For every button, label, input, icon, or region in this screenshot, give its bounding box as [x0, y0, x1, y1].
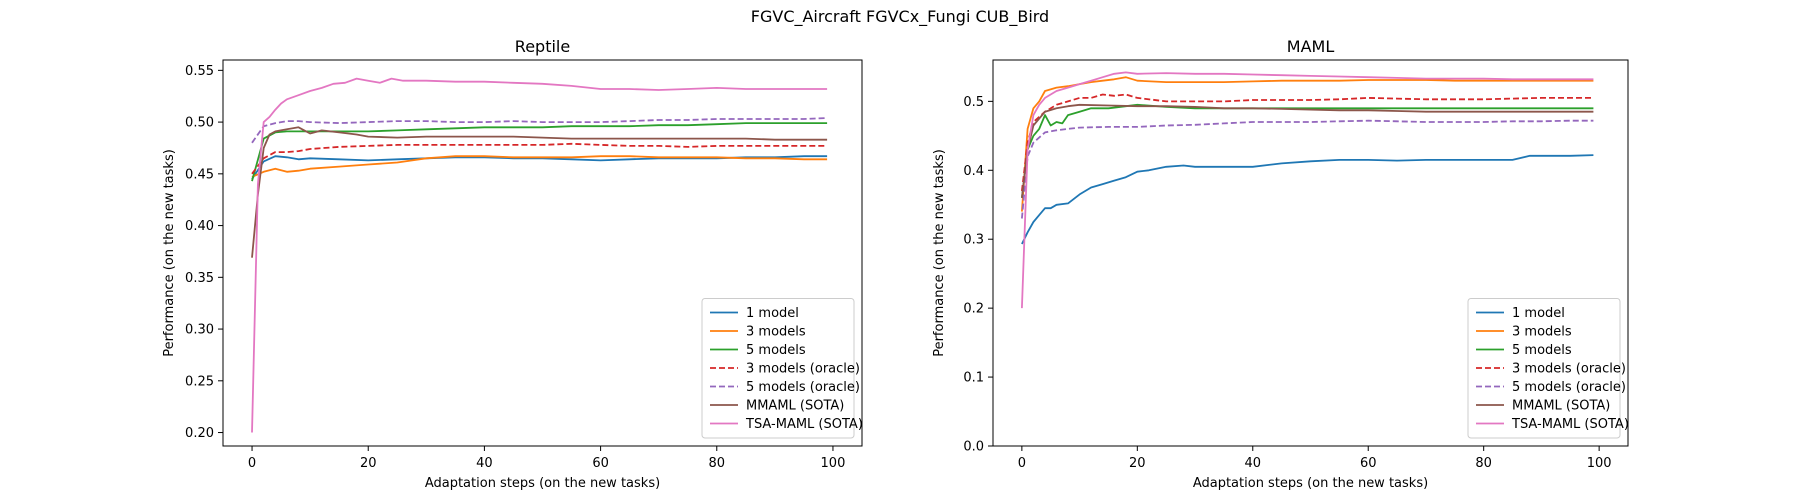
reptile-y-tick-label: 0.40	[185, 219, 214, 234]
panel-reptile: Reptile 0 20 40 60 80 100 0.20 0.25 0.30 0.35 0.40 0…	[162, 37, 863, 491]
reptile-y-axis-label: Performance (on the new tasks)	[162, 149, 177, 357]
maml-legend-label: 3 models (oracle)	[1512, 362, 1626, 377]
maml-x-tick-label: 20	[1129, 456, 1146, 471]
maml-x-tick-label: 40	[1244, 456, 1261, 471]
reptile-x-tick-label: 100	[821, 456, 846, 471]
maml-legend-label: TSA-MAML (SOTA)	[1511, 417, 1629, 432]
reptile-series-line-5	[251, 126, 828, 258]
maml-series-line-1	[1021, 76, 1594, 212]
reptile-y-tick-label: 0.50	[185, 116, 214, 131]
reptile-legend-label: 1 model	[746, 306, 799, 321]
reptile-series-line-4	[251, 117, 828, 144]
maml-series-line-0	[1021, 154, 1594, 245]
reptile-legend-label: 5 models (oracle)	[746, 380, 860, 395]
reptile-series-line-2	[251, 122, 828, 182]
maml-x-tick-label: 0	[1018, 456, 1026, 471]
maml-x-axis-label: Adaptation steps (on the new tasks)	[1193, 476, 1428, 491]
reptile-x-tick-label: 60	[592, 456, 609, 471]
maml-y-tick-label: 0.3	[963, 233, 984, 248]
maml-y-tick-label: 0.2	[963, 302, 984, 317]
maml-y-tick-label: 0.0	[963, 440, 984, 455]
maml-x-tick-label: 60	[1360, 456, 1377, 471]
reptile-legend-label: 3 models	[746, 325, 806, 340]
maml-legend-label: MMAML (SOTA)	[1512, 399, 1610, 414]
maml-plot-frame	[992, 59, 1629, 447]
maml-x-tick-label: 100	[1587, 456, 1612, 471]
reptile-legend-box	[701, 298, 855, 439]
reptile-legend-label: 3 models (oracle)	[746, 362, 860, 377]
reptile-legend: 1 model 3 models 5 models 3 models (oracle)…	[701, 298, 863, 439]
reptile-y-tick-label: 0.30	[185, 323, 214, 338]
maml-title: MAML	[1287, 37, 1335, 56]
reptile-legend-label: MMAML (SOTA)	[746, 399, 844, 414]
reptile-title: Reptile	[515, 37, 570, 56]
figure-suptitle: FGVC_Aircraft FGVCx_Fungi CUB_Bird	[751, 7, 1049, 27]
reptile-series-line-1	[251, 155, 828, 178]
maml-y-tick-label: 0.5	[963, 95, 984, 110]
reptile-series-line-6	[251, 77, 828, 433]
reptile-series-line-3	[251, 142, 828, 175]
reptile-x-tick-label: 0	[248, 456, 256, 471]
reptile-x-tick-label: 20	[360, 456, 377, 471]
maml-legend-label: 5 models (oracle)	[1512, 380, 1626, 395]
reptile-y-tick-label: 0.55	[185, 64, 214, 79]
reptile-legend-label: TSA-MAML (SOTA)	[745, 417, 863, 432]
maml-legend-label: 3 models	[1512, 325, 1572, 340]
reptile-y-tick-label: 0.20	[185, 426, 214, 441]
reptile-x-axis-label: Adaptation steps (on the new tasks)	[425, 476, 660, 491]
maml-y-tick-label: 0.1	[963, 371, 984, 386]
maml-y-tick-label: 0.4	[963, 164, 984, 179]
maml-series-line-3	[1021, 93, 1594, 192]
panel-maml: MAML 0 20 40 60 80 100 0.0 0.1 0.2 0.3 0.4 0.5 Adapta…	[932, 37, 1629, 491]
reptile-series-line-0	[251, 155, 828, 180]
reptile-x-tick-label: 80	[708, 456, 725, 471]
reptile-plot-frame	[222, 59, 863, 447]
maml-series-line-2	[1021, 103, 1594, 199]
reptile-y-tick-label: 0.35	[185, 271, 214, 286]
maml-series-line-6	[1021, 71, 1594, 309]
maml-x-tick-label: 80	[1475, 456, 1492, 471]
reptile-legend-label: 5 models	[746, 343, 806, 358]
reptile-x-tick-label: 40	[476, 456, 493, 471]
maml-y-axis-label: Performance (on the new tasks)	[932, 149, 947, 357]
maml-legend-label: 1 model	[1512, 306, 1565, 321]
maml-series-line-5	[1021, 103, 1594, 199]
maml-series-line-4	[1021, 119, 1594, 219]
maml-legend-label: 5 models	[1512, 343, 1572, 358]
reptile-y-tick-label: 0.45	[185, 167, 214, 182]
maml-legend: 1 model 3 models 5 models 3 models (oracle)…	[1467, 298, 1629, 439]
reptile-y-tick-label: 0.25	[185, 374, 214, 389]
maml-legend-box	[1467, 298, 1621, 439]
